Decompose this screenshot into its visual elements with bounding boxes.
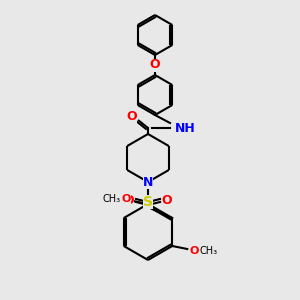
Text: O: O — [121, 194, 131, 204]
Text: O: O — [150, 58, 160, 71]
Text: CH₃: CH₃ — [199, 246, 217, 256]
Text: CH₃: CH₃ — [103, 194, 121, 204]
Text: O: O — [124, 194, 134, 206]
Text: S: S — [143, 195, 153, 209]
Text: O: O — [162, 194, 172, 206]
Text: O: O — [190, 246, 199, 256]
Text: NH: NH — [175, 122, 196, 134]
Text: O: O — [127, 110, 137, 124]
Text: N: N — [143, 176, 153, 188]
